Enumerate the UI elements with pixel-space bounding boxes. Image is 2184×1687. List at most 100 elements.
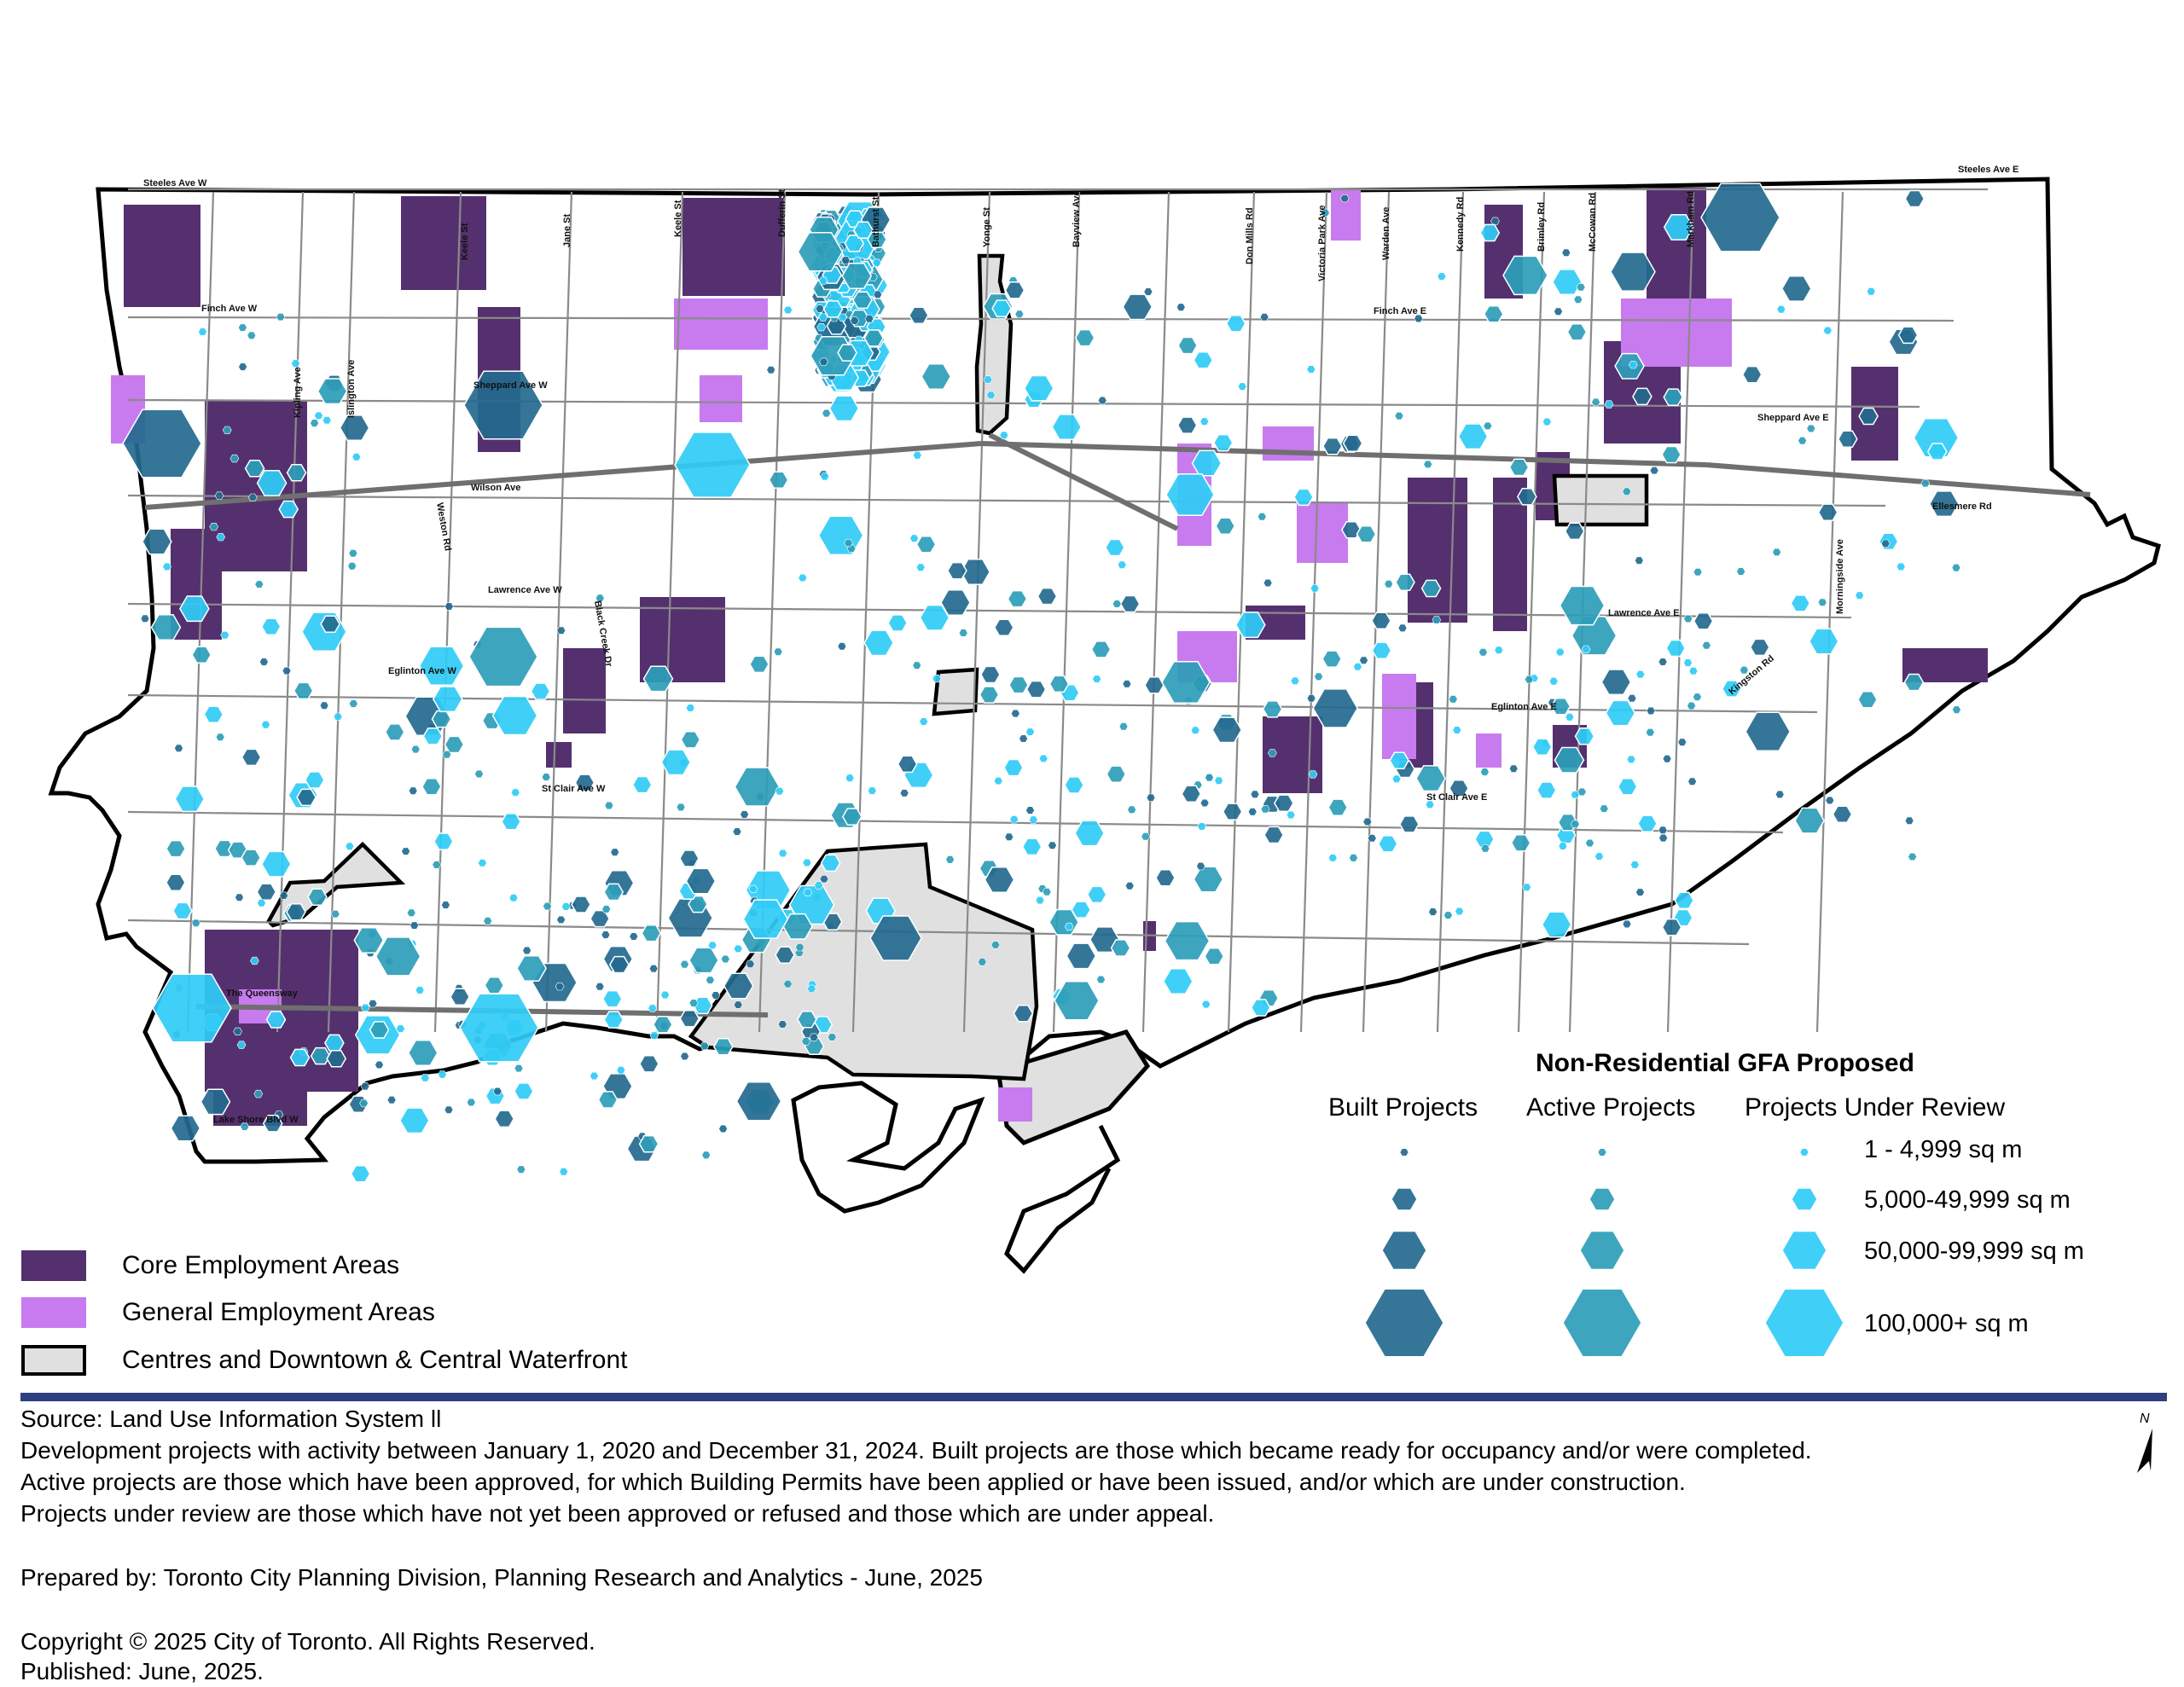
- legend-hexagon: [1589, 1187, 1616, 1211]
- project-hexagon: [773, 647, 783, 656]
- project-hexagon: [1339, 194, 1350, 203]
- project-hexagon: [819, 875, 829, 884]
- project-hexagon: [170, 1115, 201, 1142]
- project-hexagon: [514, 1082, 534, 1100]
- project-hexagon: [1176, 416, 1198, 434]
- project-hexagon: [734, 767, 781, 807]
- project-hexagon: [1432, 616, 1442, 624]
- project-hexagon: [450, 988, 470, 1006]
- project-hexagon: [1397, 623, 1408, 633]
- project-hexagon: [466, 1098, 476, 1107]
- project-hexagon: [369, 1021, 390, 1039]
- project-hexagon-large: [463, 370, 543, 440]
- project-hexagon: [330, 910, 340, 919]
- project-hexagon: [1903, 673, 1925, 692]
- project-hexagon: [1274, 794, 1294, 812]
- label-lawrence-e: Lawrence Ave E: [1608, 608, 1680, 618]
- project-hexagon: [816, 322, 827, 332]
- street: [127, 693, 1818, 714]
- project-hexagon: [1661, 445, 1682, 464]
- project-hexagon: [229, 454, 240, 463]
- label-warden: Warden Ave: [1381, 207, 1391, 260]
- project-hexagon: [1628, 361, 1638, 369]
- project-hexagon: [1693, 568, 1703, 577]
- project-hexagon: [1321, 650, 1343, 668]
- project-hexagon: [1576, 283, 1586, 292]
- project-hexagon: [1780, 275, 1812, 302]
- project-hexagon: [432, 861, 442, 869]
- project-hexagon: [1112, 600, 1122, 608]
- project-hexagon: [980, 665, 1001, 684]
- project-hexagon: [1926, 443, 1948, 461]
- project-hexagon: [1054, 981, 1100, 1021]
- project-hexagon: [1181, 785, 1202, 803]
- project-hexagon: [1414, 314, 1424, 323]
- project-hexagon: [257, 899, 266, 907]
- label-bayview: Bayview Ave: [1072, 191, 1082, 247]
- project-hexagon: [543, 901, 552, 911]
- project-hexagon: [1247, 808, 1258, 816]
- project-hexagon: [514, 1064, 524, 1073]
- project-hexagon: [958, 629, 968, 637]
- project-markers: [122, 183, 1961, 1183]
- label-bathurst: Bathurst St: [871, 196, 881, 247]
- project-hexagon: [1306, 694, 1316, 703]
- project-hexagon: [1550, 697, 1571, 716]
- project-hexagon: [1064, 922, 1074, 931]
- street: [1815, 191, 1844, 1033]
- north-label: N: [2140, 1412, 2150, 1426]
- project-hexagon: [307, 888, 328, 907]
- label-eglinton-w: Eglinton Ave W: [388, 666, 456, 676]
- project-hexagon: [1237, 382, 1247, 391]
- project-hexagon: [1617, 778, 1638, 796]
- project-hexagon: [712, 1037, 734, 1056]
- project-hexagon: [438, 1070, 447, 1079]
- project-hexagon: [278, 500, 299, 519]
- project-hexagon: [1570, 791, 1580, 799]
- project-hexagon: [319, 701, 329, 710]
- project-hexagon: [174, 744, 183, 752]
- project-hexagon: [1074, 820, 1105, 847]
- project-hexagon: [1234, 612, 1266, 639]
- project-hexagon: [1367, 834, 1377, 843]
- project-hexagon: [422, 727, 444, 745]
- project-hexagon: [1293, 488, 1314, 507]
- project-hexagon: [873, 290, 883, 299]
- project-hexagon: [1822, 326, 1833, 335]
- project-hexagon: [1622, 919, 1632, 929]
- project-hexagon: [1564, 522, 1585, 541]
- street: [544, 191, 573, 1033]
- project-hexagon: [1074, 328, 1095, 347]
- project-hexagon: [1483, 421, 1493, 431]
- project-hexagon: [256, 883, 277, 901]
- street: [962, 191, 991, 1033]
- project-hexagon: [1008, 675, 1029, 694]
- project-hexagon: [1310, 584, 1320, 593]
- project-hexagon: [1508, 764, 1519, 773]
- swatch-general: [21, 1297, 86, 1328]
- street: [127, 494, 1886, 507]
- project-hexagon: [1225, 315, 1246, 333]
- project-hexagon: [1599, 804, 1609, 813]
- project-hexagon: [1776, 304, 1786, 314]
- project-hexagon: [492, 1087, 502, 1096]
- project-hexagon: [1866, 287, 1876, 296]
- project-hexagon: [814, 881, 823, 890]
- project-hexagon: [1004, 281, 1025, 299]
- project-hexagon: [1025, 728, 1035, 736]
- project-hexagon: [179, 595, 210, 623]
- project-hexagon: [986, 391, 996, 399]
- project-hexagon: [1662, 754, 1672, 763]
- project-hexagon: [1494, 646, 1504, 654]
- project-hexagon: [680, 1052, 689, 1061]
- project-hexagon: [1268, 749, 1277, 757]
- project-hexagon: [603, 1011, 624, 1029]
- label-ellesmere: Ellesmere Rd: [1932, 501, 1992, 512]
- project-hexagon: [863, 329, 885, 347]
- project-hexagon: [1048, 675, 1070, 693]
- project-hexagon: [1635, 888, 1645, 896]
- project-hexagon: [1687, 777, 1697, 786]
- label-finch-e: Finch Ave E: [1374, 306, 1426, 316]
- label-steeles-w: Steeles Ave W: [143, 178, 207, 188]
- project-hexagon: [1683, 614, 1693, 623]
